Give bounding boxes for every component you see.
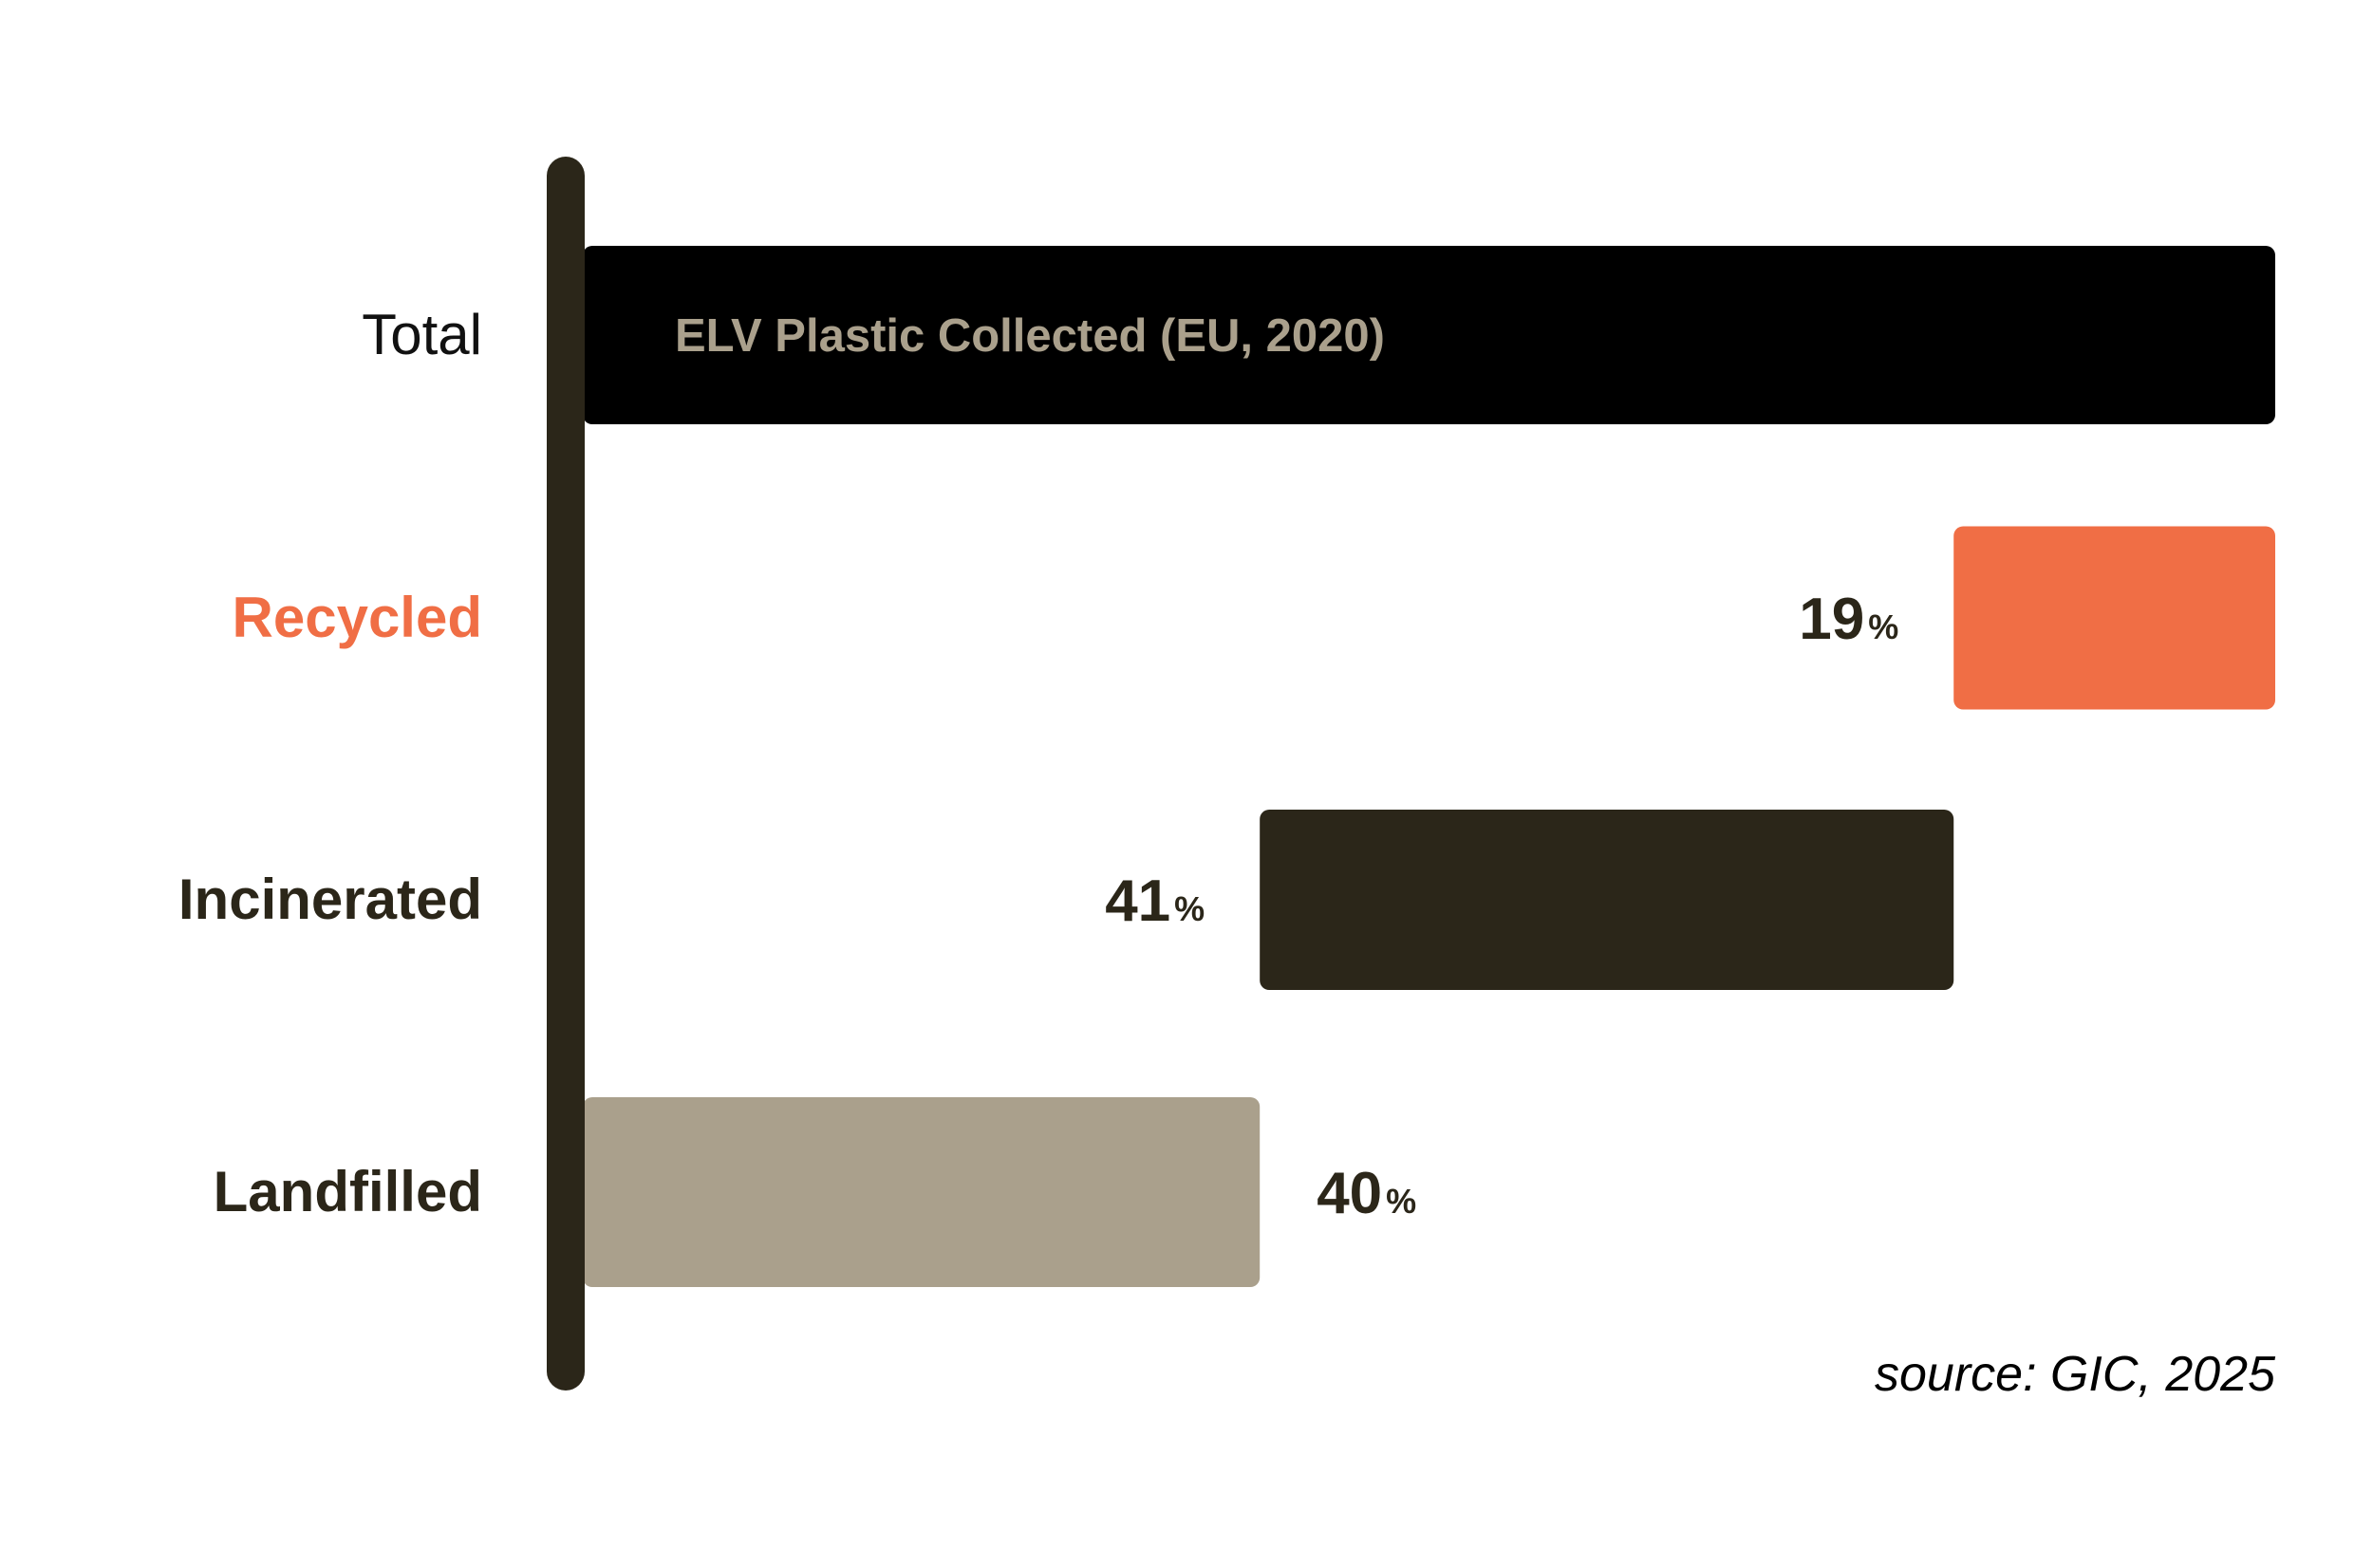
- bar-incinerated: [1260, 810, 1954, 990]
- value-label-incinerated: 41%: [1105, 868, 1205, 934]
- y-axis-line: [547, 157, 585, 1391]
- source-note: source: GIC, 2025: [1875, 1347, 2276, 1402]
- bar-total: [583, 246, 2275, 424]
- bar-landfilled: [583, 1097, 1261, 1287]
- value-unit-recycled: %: [1868, 607, 1898, 646]
- value-unit-incinerated: %: [1174, 889, 1205, 928]
- bars-layer: [583, 246, 2275, 1287]
- category-label-incinerated: Incinerated: [178, 868, 482, 931]
- value-number-landfilled: 40: [1317, 1161, 1382, 1226]
- labels-layer: Total ELV Plastic Collected (EU, 2020) Rec…: [178, 303, 1898, 1226]
- value-label-recycled: 19%: [1799, 587, 1898, 652]
- category-label-recycled: Recycled: [233, 586, 483, 649]
- value-unit-landfilled: %: [1386, 1182, 1416, 1221]
- value-label-landfilled: 40%: [1317, 1161, 1416, 1226]
- bar-inner-label-total: ELV Plastic Collected (EU, 2020): [675, 310, 1385, 362]
- value-number-incinerated: 41: [1105, 868, 1170, 934]
- axis-layer: [547, 157, 585, 1391]
- category-label-landfilled: Landfilled: [214, 1160, 482, 1223]
- value-number-recycled: 19: [1799, 587, 1864, 652]
- bar-recycled: [1953, 526, 2275, 710]
- category-label-total: Total: [362, 303, 482, 366]
